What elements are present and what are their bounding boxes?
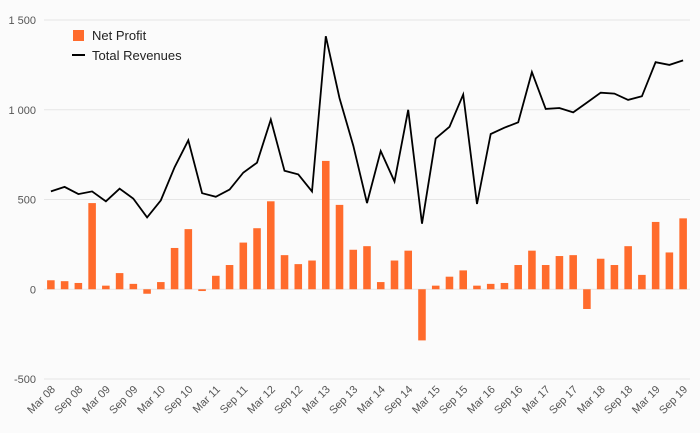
y-tick-label: 1 000 <box>8 105 36 117</box>
net-profit-bar <box>541 265 550 290</box>
net-profit-bar <box>335 204 344 290</box>
net-profit-bar <box>267 201 275 290</box>
net-profit-bar <box>679 218 687 290</box>
net-profit-bar <box>88 203 96 290</box>
net-profit-bar <box>239 242 248 290</box>
x-tick-label: Mar 16 <box>465 384 498 417</box>
net-profit-bar <box>225 265 234 290</box>
net-profit-bar <box>60 281 69 290</box>
x-tick-label: Mar 18 <box>575 384 608 417</box>
net-profit-bar <box>486 283 495 290</box>
net-profit-bar <box>184 229 193 290</box>
net-profit-bar <box>500 282 509 290</box>
net-profit-bar <box>129 283 138 290</box>
x-tick-label: Mar 11 <box>191 384 223 416</box>
total-revenues-line-group <box>50 36 684 224</box>
legend: Net Profit Total Revenues <box>72 28 182 63</box>
x-tick-label: Sep 13 <box>327 384 360 417</box>
total-revenues-line <box>50 36 684 224</box>
net-profit-bar <box>445 276 454 290</box>
net-profit-bar <box>170 247 179 290</box>
legend-label-total-revenues: Total Revenues <box>92 48 182 63</box>
net-profit-bar <box>143 289 151 294</box>
y-tick-label: 0 <box>30 284 36 296</box>
net-profit-bar <box>390 260 399 290</box>
x-tick-label: Mar 14 <box>355 384 388 417</box>
net-profit-bar <box>596 258 605 290</box>
x-tick-label: Sep 12 <box>272 384 305 417</box>
net-profit-bar <box>418 289 426 341</box>
x-tick-label: Sep 19 <box>657 384 690 417</box>
x-tick-label: Sep 08 <box>52 384 85 417</box>
x-tick-label: Mar 13 <box>300 384 333 417</box>
x-tick-label: Mar 12 <box>245 384 278 417</box>
net-profit-bar <box>321 160 330 290</box>
net-profit-bar <box>115 273 124 290</box>
net-profit-bar <box>583 289 591 309</box>
x-tick-label: Sep 17 <box>547 384 580 417</box>
net-profit-bar <box>198 289 206 292</box>
x-tick-label: Sep 10 <box>162 384 195 417</box>
net-profit-bar <box>102 285 110 290</box>
x-tick-label: Mar 10 <box>135 384 168 417</box>
net-profit-bar <box>157 282 165 290</box>
y-tick-label: -500 <box>14 374 36 386</box>
net-profit-bar <box>528 250 536 290</box>
x-tick-label: Mar 17 <box>520 384 553 417</box>
x-tick-label: Sep 18 <box>602 384 635 417</box>
net-profit-bar <box>253 228 261 290</box>
net-profit-bar <box>555 256 564 290</box>
x-tick-label: Mar 09 <box>80 384 113 417</box>
net-profit-bar <box>459 270 467 290</box>
net-profit-bar <box>431 285 440 290</box>
net-profit-bar <box>624 246 632 290</box>
x-tick-label: Mar 15 <box>410 384 443 417</box>
net-profit-bar <box>363 246 371 290</box>
net-profit-bar <box>665 252 674 290</box>
x-tick-label: Sep 09 <box>107 384 140 417</box>
net-profit-bar <box>47 280 55 290</box>
net-profit-bar <box>514 265 522 290</box>
net-profit-bar <box>376 282 385 290</box>
net-profit-bar <box>212 275 220 290</box>
net-profit-bar <box>280 255 289 290</box>
x-tick-label: Sep 15 <box>437 384 470 417</box>
x-tick-label: Mar 08 <box>25 384 58 417</box>
net-profit-bar <box>349 249 358 290</box>
legend-swatch-net-profit <box>73 30 84 41</box>
x-tick-label: Sep 14 <box>382 384 415 417</box>
net-profit-bar <box>308 260 316 290</box>
net-profit-bar <box>651 221 660 290</box>
net-profit-bars <box>47 160 687 341</box>
net-profit-bar <box>610 265 619 290</box>
x-tick-label: Sep 16 <box>492 384 525 417</box>
y-tick-label: 500 <box>18 195 36 207</box>
x-tick-label: Mar 19 <box>630 384 663 417</box>
net-profit-bar <box>74 282 83 290</box>
net-profit-bar <box>404 250 413 290</box>
net-profit-bar <box>294 264 303 290</box>
y-axis: -500 0 500 1 000 1 500 <box>8 15 36 386</box>
y-tick-label: 1 500 <box>8 15 36 27</box>
net-profit-bar <box>569 255 577 290</box>
net-profit-bar <box>473 285 481 290</box>
x-tick-label: Sep 11 <box>218 384 251 417</box>
net-profit-bar <box>638 274 646 290</box>
legend-label-net-profit: Net Profit <box>92 28 147 43</box>
